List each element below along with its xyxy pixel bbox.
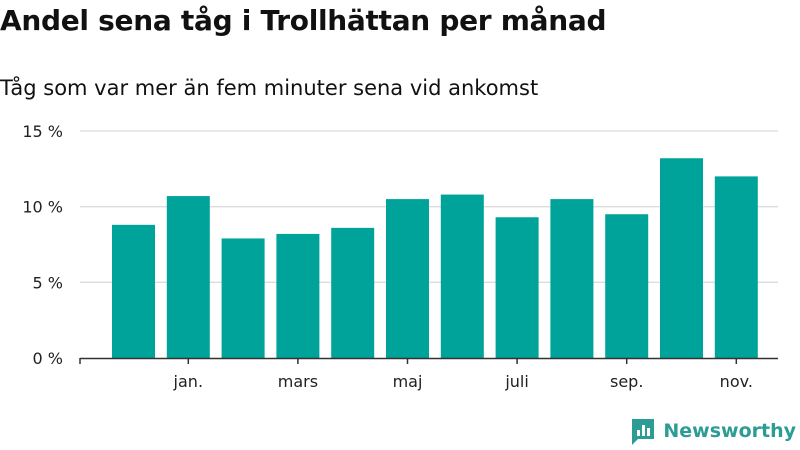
newsworthy-logo: Newsworthy bbox=[629, 416, 796, 446]
y-tick-label: 5 % bbox=[33, 273, 63, 292]
brand-name: Newsworthy bbox=[663, 420, 796, 442]
bar-juni bbox=[440, 194, 484, 358]
x-tick-label: juli bbox=[504, 372, 528, 391]
x-tick-label: nov. bbox=[720, 372, 753, 391]
bar-aug bbox=[550, 199, 594, 358]
bar-sep bbox=[605, 214, 649, 358]
bars bbox=[112, 158, 758, 358]
y-tick-label: 10 % bbox=[22, 198, 63, 217]
bar-maj bbox=[386, 199, 429, 358]
chart-title: Andel sena tåg i Trollhättan per månad bbox=[0, 4, 607, 37]
x-tick-label: sep. bbox=[610, 372, 643, 391]
x-tick-label: jan. bbox=[173, 372, 203, 391]
x-tick-label: maj bbox=[393, 372, 423, 391]
y-tick-label: 0 % bbox=[33, 349, 63, 368]
chart-subtitle: Tåg som var mer än fem minuter sena vid … bbox=[0, 76, 539, 100]
newsworthy-logo-icon bbox=[632, 419, 655, 445]
bar-juli bbox=[495, 217, 539, 358]
bar-nov bbox=[714, 176, 758, 358]
bar-dec bbox=[112, 224, 155, 358]
bar-apr bbox=[331, 227, 375, 358]
bar-jan bbox=[166, 196, 210, 358]
bar-mars bbox=[276, 233, 320, 358]
bar-okt bbox=[660, 158, 703, 358]
y-tick-label: 15 % bbox=[22, 122, 63, 141]
x-tick-label: mars bbox=[278, 372, 318, 391]
axes: 0 % 5 % 10 % 15 % jan. mars maj juli sep. nov. bbox=[22, 122, 778, 391]
bar-feb bbox=[221, 238, 265, 358]
